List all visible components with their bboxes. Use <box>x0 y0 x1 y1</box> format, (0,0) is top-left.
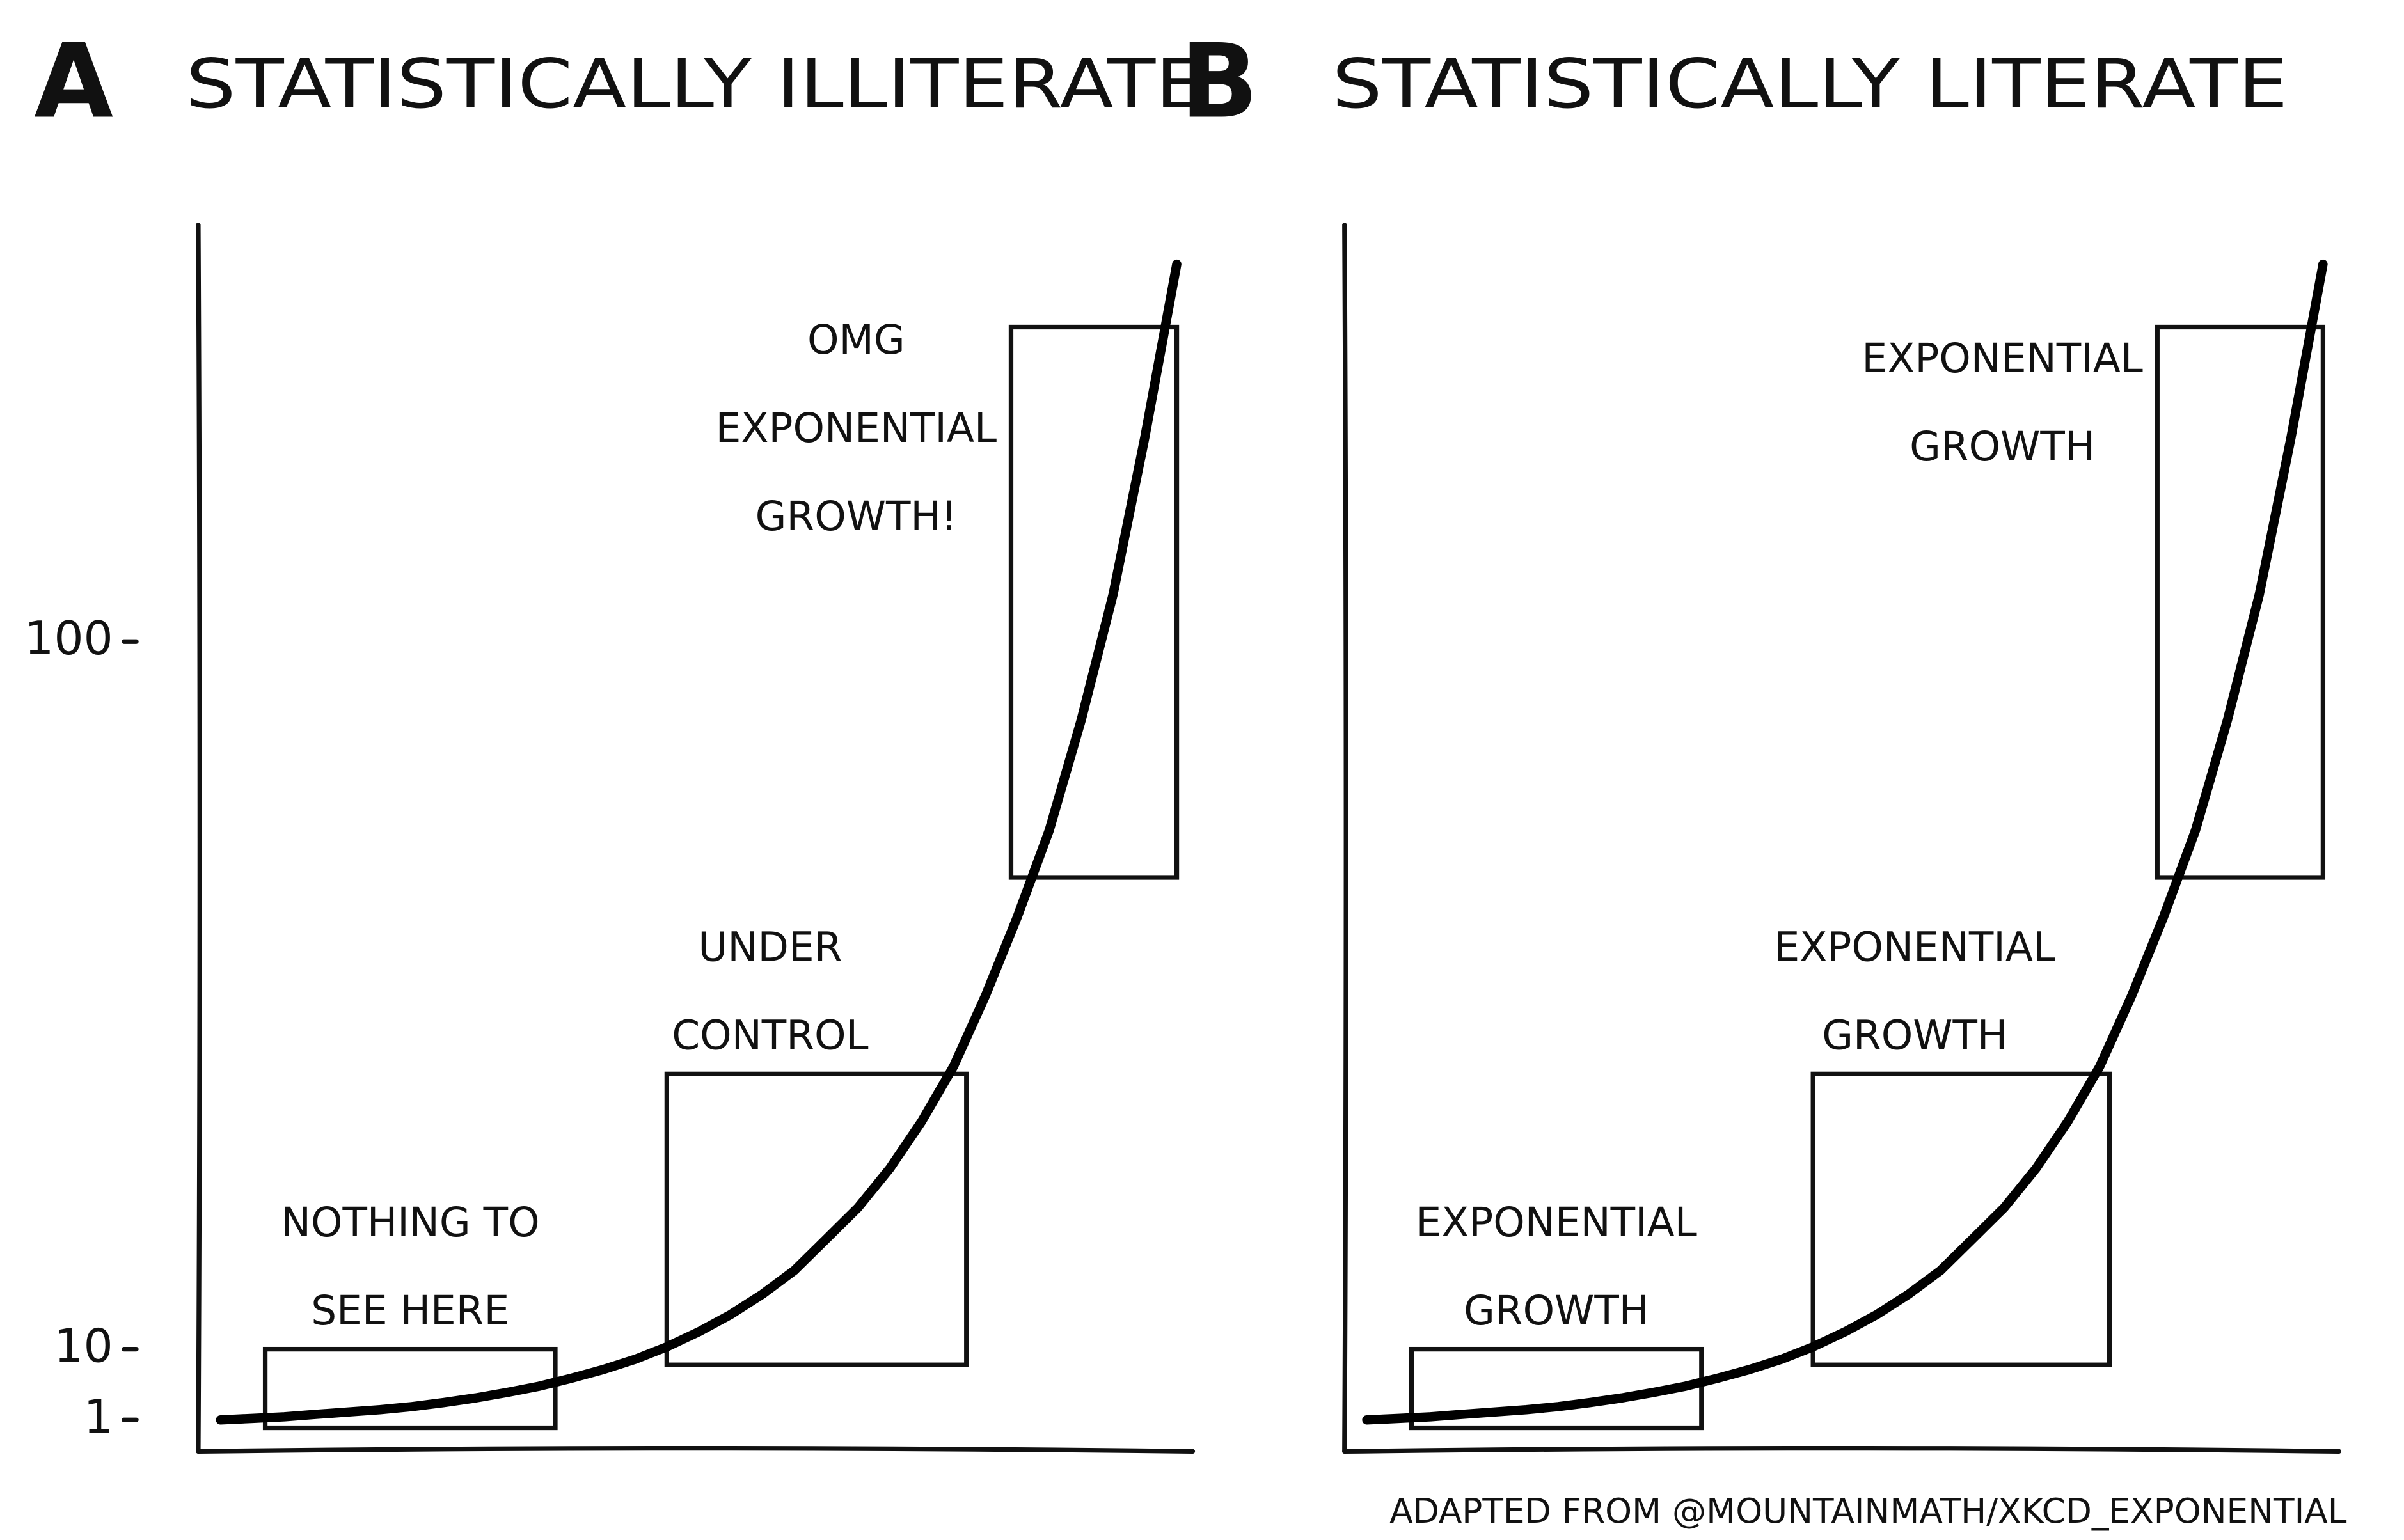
panel-title: STATISTICALLY ILLITERATE <box>186 45 1205 124</box>
annotation-text: GROWTH <box>1910 423 2095 470</box>
annotation-box <box>1810 1071 2112 1367</box>
annotation-box <box>1008 324 1180 880</box>
annotation-text: CONTROL <box>672 1012 868 1059</box>
x-axis <box>196 1445 1196 1454</box>
annotation-text: EXPONENTIAL <box>716 405 997 452</box>
y-tick-label: 10 <box>54 1320 113 1374</box>
panel-letter: B <box>1180 22 1258 141</box>
annotation-box <box>262 1346 558 1431</box>
panel-title: STATISTICALLY LITERATE <box>1332 45 2288 124</box>
annotation-box <box>2155 324 2326 880</box>
y-axis <box>1342 223 1348 1454</box>
y-tick-label: 100 <box>24 612 113 666</box>
annotation-box <box>664 1071 969 1367</box>
annotation-text: EXPONENTIAL <box>1862 335 2142 382</box>
annotation-text: EXPONENTIAL <box>1416 1199 1696 1246</box>
footer: ADAPTED FROM @MOUNTAINMATH/XKCD_EXPONENT… <box>1389 1491 2346 1531</box>
y-axis <box>196 223 202 1454</box>
line <box>216 259 1182 1425</box>
panel-letter: A <box>34 22 113 141</box>
y-tick-label: 1 <box>84 1390 113 1444</box>
annotation-text: GROWTH <box>1822 1012 2007 1059</box>
annotation-text: SEE HERE <box>311 1287 509 1334</box>
annotation-box <box>1409 1346 1704 1431</box>
annotation-text: GROWTH! <box>755 493 957 540</box>
annotation-text: GROWTH <box>1464 1287 1649 1334</box>
annotation-text: OMG <box>807 317 905 363</box>
annotation-text: UNDER <box>698 924 842 971</box>
line <box>1362 259 2328 1425</box>
annotation-text: NOTHING TO <box>281 1199 540 1246</box>
annotation-text: EXPONENTIAL <box>1775 924 2055 971</box>
x-axis <box>1342 1445 2341 1454</box>
